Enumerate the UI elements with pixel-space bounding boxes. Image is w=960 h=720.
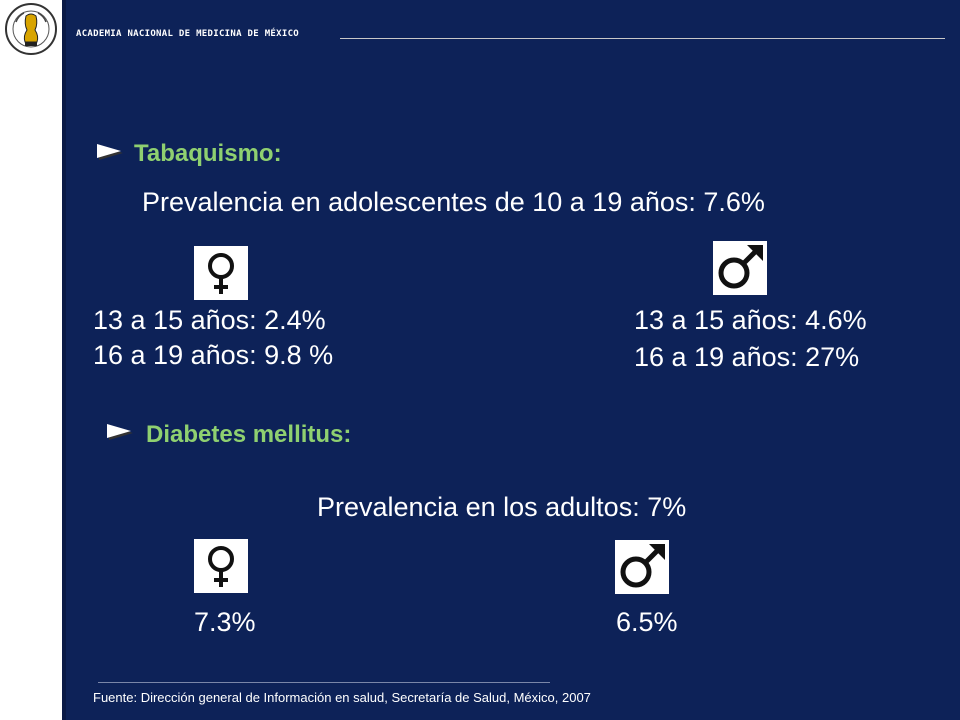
left-sidebar-strip xyxy=(0,0,62,720)
female-symbol-icon xyxy=(194,246,248,300)
institution-header: ACADEMIA NACIONAL DE MEDICINA DE MÉXICO xyxy=(76,29,300,39)
triangle-bullet-icon xyxy=(97,144,123,160)
female-smoking-16-19: 16 a 19 años: 9.8 % xyxy=(93,340,334,370)
female-diabetes-value: 7.3% xyxy=(194,607,256,637)
source-footnote: Fuente: Dirección general de Información… xyxy=(93,690,591,705)
diabetes-prevalence: Prevalencia en los adultos: 7% xyxy=(317,492,687,522)
diabetes-title: Diabetes mellitus: xyxy=(146,421,352,448)
male-symbol-icon xyxy=(615,540,669,594)
triangle-bullet-icon xyxy=(107,424,133,440)
male-smoking-13-15: 13 a 15 años: 4.6% xyxy=(634,305,867,335)
male-smoking-16-19: 16 a 19 años: 27% xyxy=(634,342,860,372)
header-divider xyxy=(340,38,945,39)
male-symbol-icon xyxy=(713,241,767,295)
left-sidebar-shadow xyxy=(62,0,66,720)
academy-seal-logo xyxy=(4,2,58,56)
male-diabetes-value: 6.5% xyxy=(616,607,678,637)
tabaquismo-prevalence: Prevalencia en adolescentes de 10 a 19 a… xyxy=(142,187,765,217)
footer-divider xyxy=(98,682,550,683)
female-symbol-icon xyxy=(194,539,248,593)
tabaquismo-title: Tabaquismo: xyxy=(134,140,282,167)
female-smoking-13-15: 13 a 15 años: 2.4% xyxy=(93,305,326,335)
